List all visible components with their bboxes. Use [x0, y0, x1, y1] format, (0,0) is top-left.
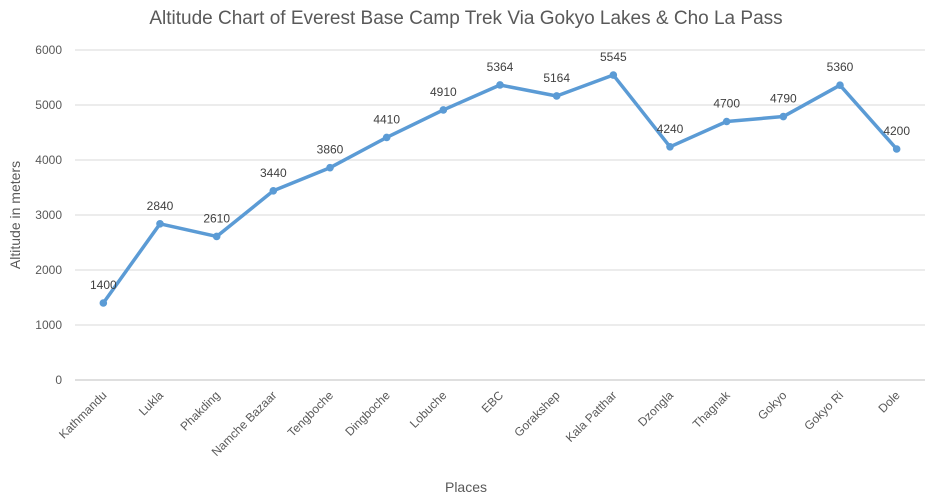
data-label: 4790	[770, 92, 797, 106]
data-label: 2840	[147, 199, 174, 213]
data-point	[722, 117, 731, 126]
data-point	[779, 112, 788, 121]
y-tick-label: 4000	[35, 153, 62, 167]
data-labels: 1400 2840 2610 3440 3860 4410 4910 5364 5164 5545…	[90, 50, 910, 292]
data-point	[99, 299, 108, 307]
y-axis-title: Altitude in meters	[7, 161, 23, 269]
data-label: 5360	[827, 60, 854, 74]
data-label: 4410	[373, 112, 400, 126]
y-tick-label: 2000	[35, 263, 62, 277]
data-label: 3440	[260, 166, 287, 180]
data-point	[609, 71, 618, 79]
data-point	[666, 143, 674, 151]
data-point	[382, 133, 391, 142]
data-label: 3860	[317, 143, 344, 157]
x-tick-label: Lukla	[136, 388, 166, 418]
x-tick-label: Dingboche	[342, 388, 393, 439]
chart-title: Altitude Chart of Everest Base Camp Trek…	[149, 8, 782, 29]
data-label: 4200	[883, 124, 910, 138]
data-label: 5545	[600, 50, 627, 64]
x-tick-label: Gokyo	[755, 388, 790, 423]
data-label: 2610	[203, 211, 230, 225]
data-point	[156, 220, 164, 228]
y-tick-label: 6000	[35, 43, 62, 57]
x-axis-title: Places	[445, 479, 487, 495]
x-tick-label: Gorakshep	[511, 388, 563, 440]
y-tick-label: 3000	[35, 208, 62, 222]
x-tick-label: EBC	[479, 388, 507, 416]
x-tick-label: Tengboche	[285, 388, 337, 440]
y-tick-label: 0	[55, 373, 62, 387]
data-label: 4700	[713, 97, 740, 111]
x-tick-label: Kathmandu	[56, 388, 109, 441]
data-point	[552, 92, 561, 100]
data-point	[836, 81, 844, 89]
data-point	[496, 81, 504, 89]
y-axis-ticks: 0 1000 2000 3000 4000 5000 6000	[35, 43, 62, 387]
data-label: 4910	[430, 85, 457, 99]
data-label: 1400	[90, 278, 117, 292]
y-tick-label: 5000	[35, 98, 62, 112]
series-layer	[99, 71, 901, 307]
data-label: 5364	[487, 60, 514, 74]
gridlines	[75, 49, 925, 381]
data-point	[269, 187, 278, 195]
data-point	[892, 145, 901, 153]
x-tick-label: Phakding	[178, 388, 223, 433]
data-label: 4240	[657, 122, 684, 136]
x-tick-label: Dole	[875, 388, 903, 416]
x-tick-label: Kala Patthar	[563, 388, 620, 445]
data-label: 5164	[543, 71, 570, 85]
x-tick-label: Dzongla	[635, 388, 676, 429]
y-tick-label: 1000	[35, 318, 62, 332]
x-tick-label: Lobuche	[407, 388, 450, 431]
data-point	[326, 163, 334, 172]
x-tick-label: Gokyo Ri	[801, 388, 846, 433]
series-line	[101, 73, 899, 305]
data-point	[439, 106, 448, 114]
x-tick-label: Thagnak	[690, 388, 734, 432]
data-point	[212, 232, 221, 241]
